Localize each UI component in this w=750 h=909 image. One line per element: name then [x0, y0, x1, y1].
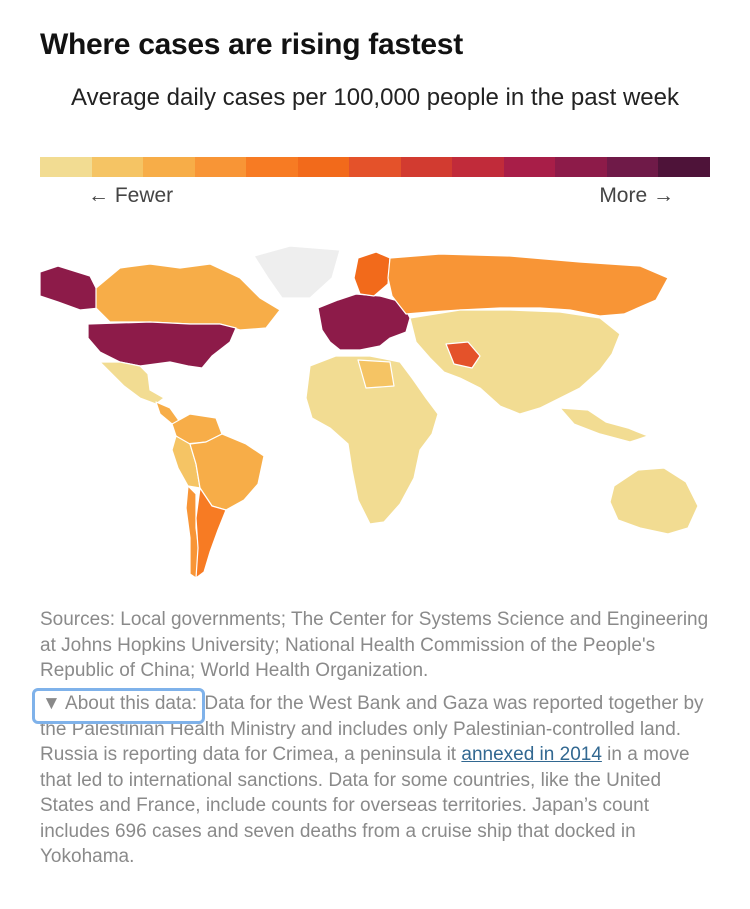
- color-scale-swatch-5: [246, 157, 298, 177]
- color-scale-swatch-11: [555, 157, 607, 177]
- legend-fewer-label: ← Fewer: [88, 184, 174, 207]
- color-scale-swatch-4: [194, 157, 247, 177]
- chart-subtitle: Average daily cases per 100,000 people i…: [71, 84, 679, 111]
- color-scale-swatch-8: [400, 157, 453, 177]
- region-australia: [609, 467, 699, 535]
- region-russia: [387, 253, 669, 317]
- color-scale-legend: [40, 157, 710, 177]
- color-scale-swatch-3: [143, 157, 195, 177]
- about-data-toggle[interactable]: ▼ About this data:: [31, 688, 206, 723]
- world-map: [40, 245, 699, 579]
- region-southeast-asia: [559, 407, 649, 443]
- legend-more-label: More →: [599, 184, 674, 207]
- region-greenland: [253, 245, 341, 299]
- about-this-data: ▼ About this data: Data for the West Ban…: [31, 688, 710, 870]
- region-libya: [357, 359, 395, 389]
- region-united-states: [87, 321, 237, 369]
- color-scale-swatch-1: [40, 157, 92, 177]
- region-brazil: [189, 433, 265, 511]
- region-europe: [317, 293, 411, 351]
- color-scale-swatch-6: [297, 157, 350, 177]
- region-mexico: [99, 361, 165, 405]
- color-scale-swatch-9: [452, 157, 504, 177]
- about-text-before-link: Data for the West Bank and Gaza was repo…: [40, 693, 704, 765]
- about-text-after-link: in a move that led to international sanc…: [40, 744, 690, 867]
- region-alaska: [40, 265, 101, 311]
- annexed-2014-link[interactable]: annexed in 2014: [461, 744, 602, 765]
- region-central-america: [155, 401, 181, 425]
- color-scale-swatch-12: [606, 157, 659, 177]
- color-scale-swatch-10: [503, 157, 556, 177]
- region-argentina: [195, 487, 227, 579]
- region-scandinavia: [353, 251, 391, 297]
- region-africa: [305, 355, 439, 525]
- sources-note: Sources: Local governments; The Center f…: [40, 609, 709, 681]
- region-asia: [409, 309, 621, 415]
- color-scale-swatch-2: [91, 157, 144, 177]
- region-iran: [445, 341, 481, 369]
- chart-title: Where cases are rising fastest: [40, 28, 463, 61]
- color-scale-swatch-7: [349, 157, 401, 177]
- color-scale-swatch-13: [658, 157, 710, 177]
- region-canada: [95, 263, 281, 331]
